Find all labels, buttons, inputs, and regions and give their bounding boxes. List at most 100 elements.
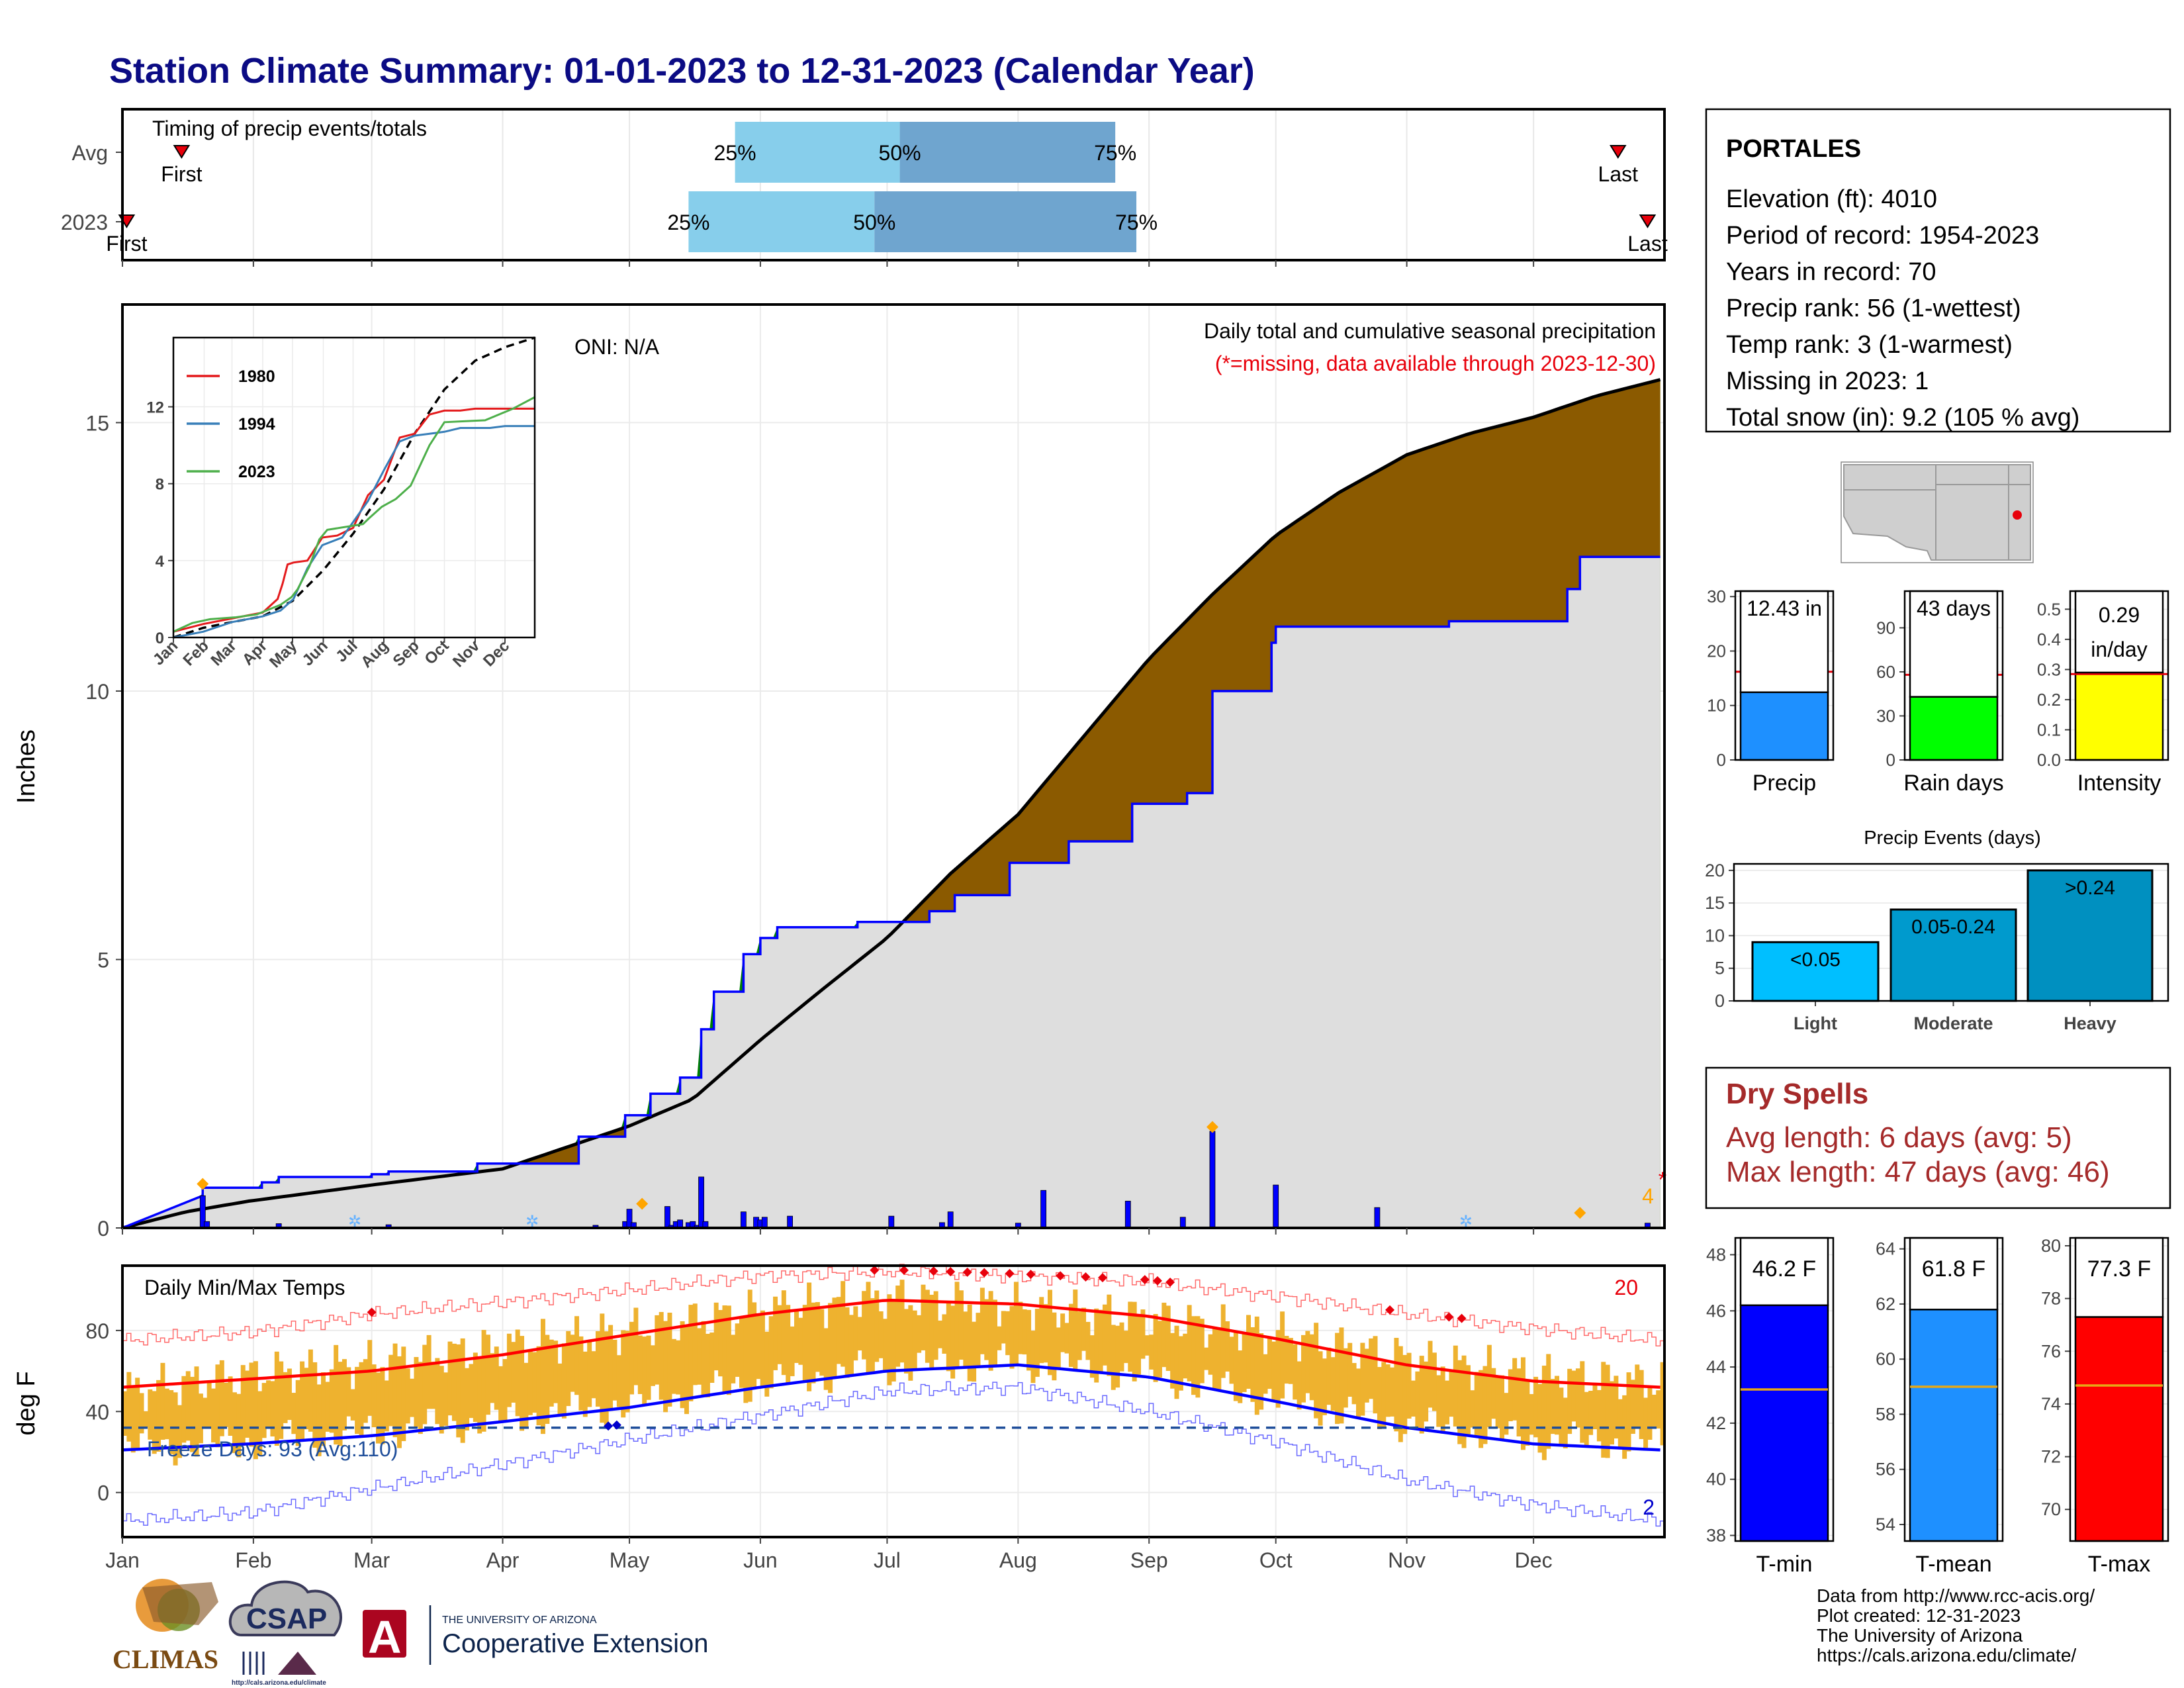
mini-bar-value-box [1739,590,1829,694]
daily-temp-bar [832,1297,837,1379]
daily-temp-bar [781,1290,786,1376]
daily-temp-bar [1639,1370,1644,1439]
daily-temp-bar [494,1346,499,1410]
mini-bar-frame [2069,590,2169,761]
daily-temp-bar [794,1311,799,1363]
daily-temp-bar [122,1391,127,1436]
mini-bar-ytick-label: 0.3 [2037,659,2061,679]
daily-temp-bar [511,1342,516,1403]
timing-label-50: 50% [853,211,895,234]
daily-temp-bar [591,1351,596,1399]
daily-temp-bar [595,1331,600,1407]
mini-bar-ytick-label: 20 [1707,641,1726,661]
event-category-label: Heavy [2064,1013,2116,1033]
university-of-arizona-logo: A THE UNIVERSITY OF ARIZONA Cooperative … [363,1605,708,1665]
mini-bar-value-text: 12.43 in [1747,596,1822,620]
daily-temp-bar [1102,1304,1107,1366]
average-cumulative-line [122,378,1661,1228]
month-label: Aug [999,1548,1037,1572]
daily-temp-bar [1647,1387,1653,1440]
timing-last-marker [1639,214,1657,228]
average-min-line [122,1363,1661,1452]
daily-temp-bar [1263,1354,1268,1394]
daily-temp-bar [1322,1358,1327,1415]
record-high-marker [899,1265,909,1275]
daily-temp-bar [933,1291,938,1360]
temp-bar-ytick-label: 48 [1706,1244,1726,1264]
timing-first-marker [173,145,191,159]
daily-temp-bar [697,1328,702,1385]
event-category-label: Moderate [1913,1013,1993,1033]
daily-temp-bar [1546,1354,1551,1449]
daily-temp-bar [963,1311,968,1367]
csap-logo: CSAP http://cals.arizona.edu/climate [228,1580,342,1687]
daily-temp-bar [1330,1357,1336,1411]
daily-temp-bar [1314,1323,1319,1419]
ua-name: THE UNIVERSITY OF ARIZONA [442,1615,597,1626]
temp-bar-frame [2069,1237,2169,1542]
daily-temp-bar [866,1282,871,1374]
daily-temp-bar [1610,1381,1614,1445]
daily-temp-bar [469,1364,474,1419]
mini-bar-label: Precip [1752,771,1816,796]
daily-temp-bar [300,1361,305,1441]
daily-temp-bar [671,1338,676,1394]
daily-temp-bar [1571,1370,1576,1422]
month-label: Oct [1259,1548,1293,1572]
daily-temp-bar [887,1294,892,1385]
daily-temp-bar [1254,1316,1259,1415]
daily-precip-bar [740,1211,747,1228]
record-high-marker [1152,1276,1162,1286]
daily-temp-bar [1123,1331,1128,1364]
temp-bar-ytick-label: 40 [1706,1470,1726,1489]
daily-temp-bar [1369,1338,1374,1399]
month-label: Jul [874,1548,901,1572]
daily-temp-bar [1275,1330,1281,1408]
daily-temp-bar [338,1362,343,1446]
timing-label-75: 75% [1094,141,1136,165]
daily-temp-bar [1465,1365,1471,1436]
daily-precip-bar [1040,1190,1047,1228]
daily-temp-bar [1512,1358,1518,1421]
precip-ytick-label: 10 [85,680,109,704]
daily-temp-bar [1309,1334,1314,1401]
daily-temp-bar [844,1307,850,1378]
daily-temp-bar [308,1349,313,1432]
daily-temp-bar [578,1336,584,1411]
daily-temp-bar [1457,1360,1463,1444]
event-bar [1889,908,2017,1002]
daily-temp-bar [891,1299,896,1382]
daily-temp-bar [1064,1323,1069,1354]
daily-temp-bar [1178,1336,1183,1391]
credit-line: The University of Arizona [1817,1625,2023,1646]
daily-temp-bar [1267,1336,1272,1389]
daily-temp-bar [739,1317,744,1388]
daily-temp-bar [1651,1394,1657,1427]
daily-temp-bar [1297,1361,1302,1410]
daily-temp-bar [1098,1309,1103,1372]
temp-bar-ytick-label: 46 [1706,1301,1726,1321]
mini-bar-ytick-label: 0 [1717,750,1726,770]
daily-temp-bar [557,1363,563,1414]
temp-bar-ytick-label: 72 [2041,1447,2061,1467]
daily-temp-bar [629,1321,635,1395]
daily-temp-bar [245,1370,250,1438]
record-high-marker [929,1266,938,1276]
daily-temp-bar [1034,1309,1040,1377]
record-high-marker [1140,1275,1150,1285]
daily-temp-bar [1195,1316,1201,1398]
daily-temp-bar [1559,1387,1564,1447]
timing-row-label: Avg [71,141,108,165]
daily-temp-bar [1410,1380,1416,1417]
temp-bar-ytick-label: 74 [2041,1394,2061,1414]
inset-ytick-label: 8 [156,476,164,494]
daily-temp-bar [334,1344,339,1445]
daily-temp-bar [1132,1301,1137,1382]
record-high-marker [1444,1312,1454,1322]
daily-temp-bar [549,1339,554,1407]
daily-temp-bar [929,1294,934,1370]
daily-temp-bar [1242,1333,1247,1392]
station-info-box: PORTALES Elevation (ft): 4010 Period of … [1705,108,2171,433]
climas-logo: CLIMAS [113,1579,218,1674]
daily-temp-bar [883,1319,888,1372]
